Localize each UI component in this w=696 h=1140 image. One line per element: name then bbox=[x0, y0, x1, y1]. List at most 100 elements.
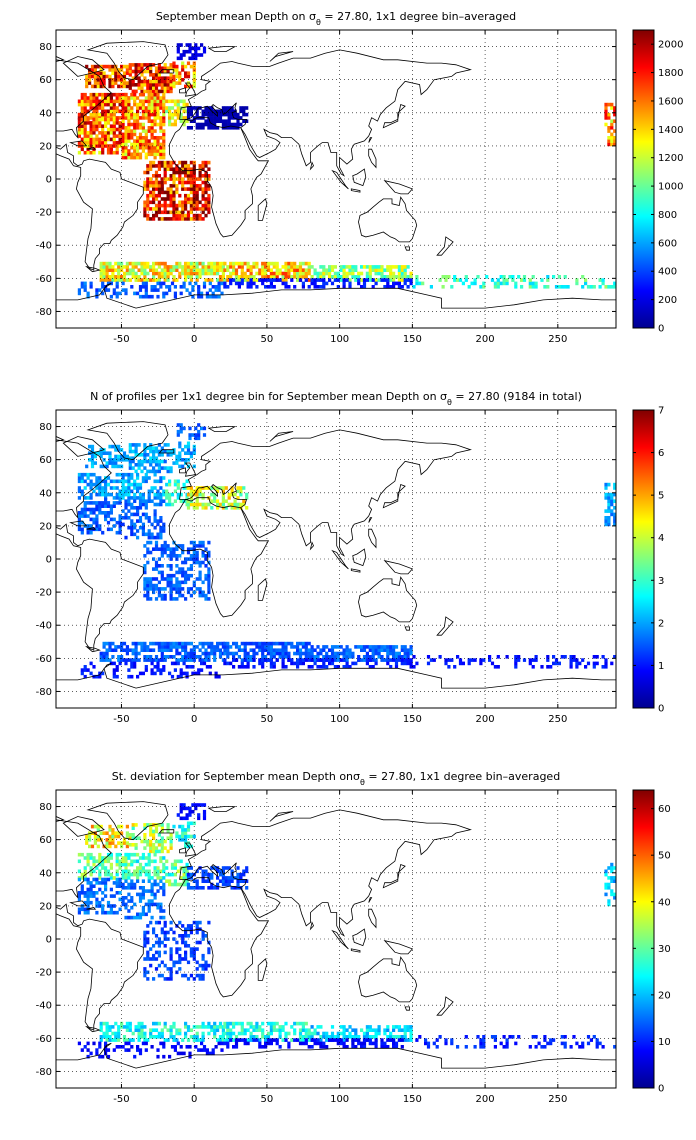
data-cell bbox=[201, 122, 205, 127]
data-cell bbox=[109, 527, 113, 532]
data-cell bbox=[178, 170, 182, 175]
data-cell bbox=[284, 665, 288, 669]
data-cell bbox=[117, 444, 121, 449]
data-cell bbox=[130, 899, 134, 903]
y-tick-label: -80 bbox=[36, 687, 52, 698]
data-cell bbox=[162, 876, 166, 880]
data-cell bbox=[175, 648, 179, 652]
data-cell bbox=[195, 886, 199, 890]
data-cell bbox=[175, 834, 179, 839]
data-cell bbox=[108, 265, 112, 269]
data-cell bbox=[275, 651, 279, 656]
data-cell bbox=[207, 570, 211, 575]
data-cell bbox=[221, 879, 225, 883]
data-cell bbox=[325, 1035, 329, 1039]
data-cell bbox=[264, 278, 268, 282]
colorbar-tick-label: 0 bbox=[658, 704, 664, 715]
data-cell bbox=[86, 852, 90, 857]
data-cell bbox=[157, 89, 161, 94]
data-cell bbox=[213, 1031, 217, 1036]
data-cell bbox=[134, 469, 138, 474]
data-cell bbox=[133, 155, 137, 160]
data-cell bbox=[192, 506, 196, 510]
data-cell bbox=[275, 658, 279, 662]
data-cell bbox=[195, 879, 199, 883]
data-cell bbox=[140, 641, 144, 646]
data-cell bbox=[114, 458, 118, 462]
data-cell bbox=[441, 285, 445, 289]
data-cell bbox=[115, 150, 119, 155]
data-cell bbox=[342, 665, 346, 669]
data-cell bbox=[120, 458, 124, 462]
data-cell bbox=[143, 1038, 147, 1042]
data-cell bbox=[105, 655, 109, 659]
data-cell bbox=[157, 79, 161, 84]
data-cell bbox=[111, 271, 115, 276]
data-cell bbox=[236, 496, 240, 500]
data-cell bbox=[589, 285, 593, 289]
data-cell bbox=[192, 953, 196, 958]
data-cell bbox=[184, 268, 188, 272]
data-cell bbox=[125, 454, 129, 459]
data-cell bbox=[182, 281, 186, 286]
data-cell bbox=[153, 502, 157, 507]
data-cell bbox=[170, 99, 175, 104]
data-cell bbox=[607, 519, 611, 523]
data-cell bbox=[409, 1031, 413, 1036]
data-cell bbox=[261, 265, 265, 269]
data-cell bbox=[182, 116, 186, 120]
data-cell bbox=[121, 856, 125, 860]
data-cell bbox=[194, 49, 198, 54]
data-cell bbox=[106, 147, 111, 152]
data-cell bbox=[301, 661, 305, 666]
data-cell bbox=[157, 69, 161, 74]
data-cell bbox=[578, 661, 582, 666]
data-cell bbox=[198, 540, 202, 545]
data-cell bbox=[90, 444, 95, 449]
data-cell bbox=[124, 492, 128, 497]
data-cell bbox=[150, 109, 154, 114]
data-cell bbox=[173, 109, 177, 114]
data-cell bbox=[216, 261, 220, 266]
data-cell bbox=[98, 131, 102, 135]
data-cell bbox=[456, 278, 460, 282]
data-cell bbox=[165, 866, 169, 870]
data-cell bbox=[348, 265, 352, 269]
data-cell bbox=[143, 170, 147, 175]
data-cell bbox=[178, 441, 182, 446]
data-cell bbox=[92, 862, 96, 867]
data-cell bbox=[189, 557, 193, 561]
data-cell bbox=[362, 281, 367, 286]
data-cell bbox=[192, 271, 196, 276]
data-cell bbox=[127, 486, 131, 490]
data-cell bbox=[493, 1038, 497, 1042]
data-cell bbox=[610, 285, 614, 289]
data-cell bbox=[136, 915, 140, 920]
data-cell bbox=[133, 512, 137, 517]
data-cell bbox=[184, 193, 188, 198]
data-cell bbox=[543, 1045, 547, 1049]
data-cell bbox=[118, 92, 122, 97]
data-cell bbox=[365, 265, 369, 269]
data-cell bbox=[201, 651, 205, 656]
data-cell bbox=[153, 96, 157, 100]
data-cell bbox=[397, 1028, 401, 1032]
data-cell bbox=[147, 139, 151, 143]
data-cell bbox=[156, 288, 160, 292]
data-cell bbox=[156, 99, 160, 104]
data-cell bbox=[143, 648, 147, 652]
data-cell bbox=[169, 957, 173, 961]
data-cell bbox=[122, 1038, 127, 1042]
data-cell bbox=[298, 275, 303, 279]
data-cell bbox=[210, 268, 214, 272]
data-cell bbox=[130, 482, 134, 487]
data-cell bbox=[166, 203, 170, 208]
data-cell bbox=[160, 1035, 164, 1039]
data-cell bbox=[377, 1031, 381, 1036]
data-cell bbox=[138, 486, 143, 490]
data-cell bbox=[216, 265, 220, 269]
data-cell bbox=[224, 486, 228, 490]
data-cell bbox=[473, 281, 477, 286]
data-cell bbox=[186, 106, 191, 110]
data-cell bbox=[149, 597, 153, 601]
